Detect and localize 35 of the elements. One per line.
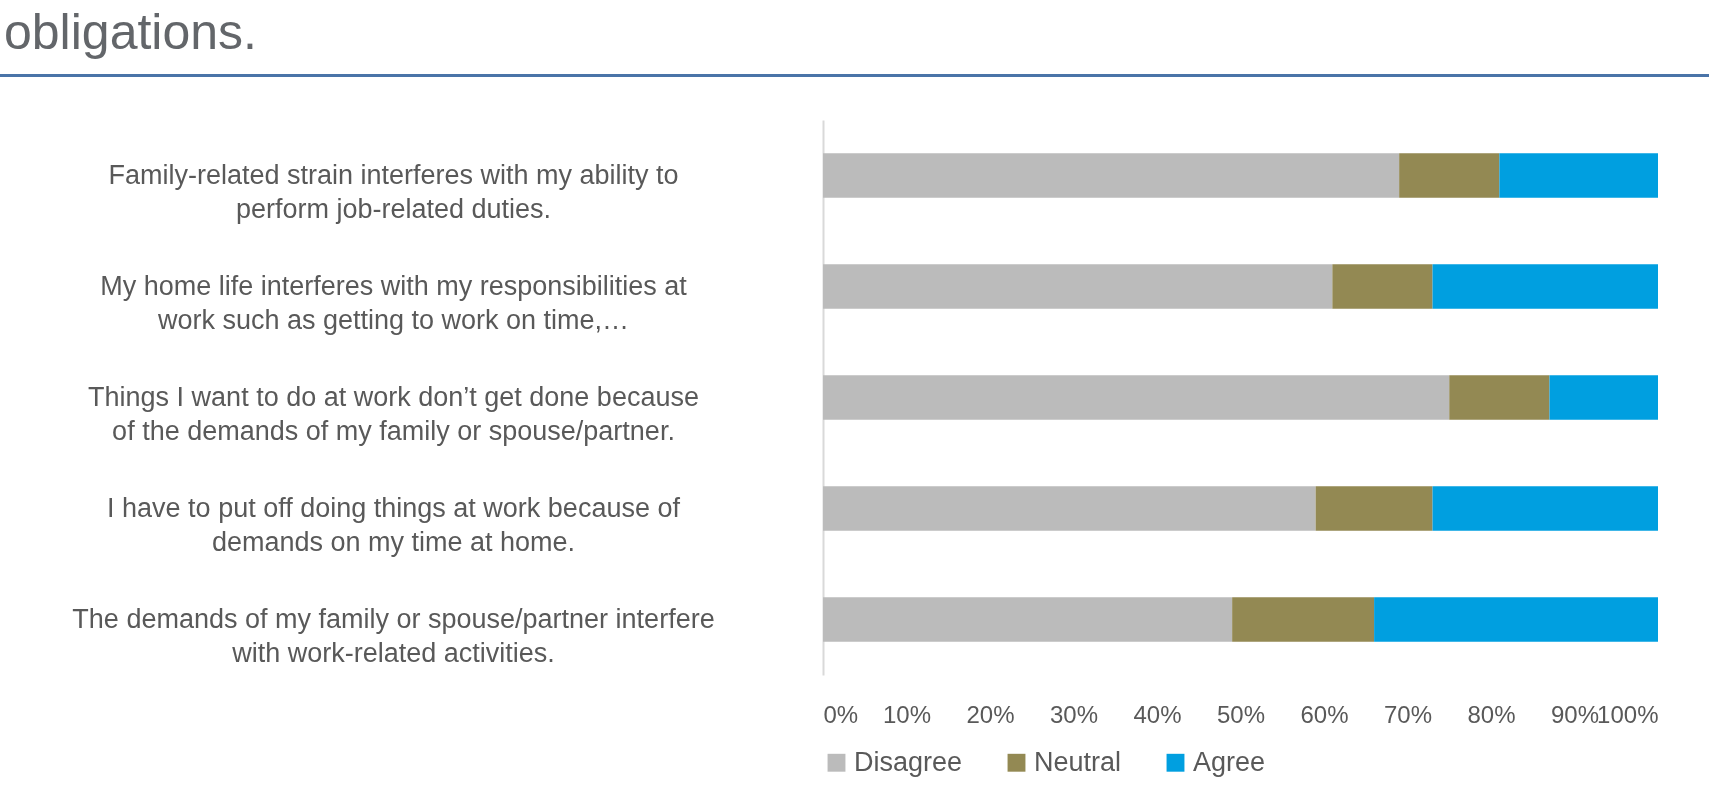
x-tick-label: 10% (882, 700, 932, 728)
bar (823, 375, 1450, 420)
legend-label: Disagree (854, 746, 963, 777)
x-tick-label: 70% (1383, 700, 1433, 728)
x-tick-label: 50% (1216, 700, 1266, 728)
bar (823, 264, 1333, 309)
y-tick-label: Things I want to do at work don’t get done because of the demands of my family or spouse/partner. (88, 381, 699, 446)
bar (1449, 375, 1550, 420)
bar (1232, 597, 1375, 642)
bar (1549, 375, 1658, 420)
y-tick-label: My home life interferes with my responsibilities at work such as getting to work on time,… (100, 270, 688, 335)
x-tick-label: 30% (1049, 700, 1099, 728)
x-tick-label: 60% (1300, 700, 1349, 728)
y-tick-label: Family-related strain interferes with my ability to perform job-related duties. (108, 159, 679, 224)
bar (823, 597, 1233, 642)
text: obligations. (4, 3, 257, 62)
bar (1399, 153, 1500, 198)
y-tick-label: The demands of my family or spouse/partner interfere with work-related activities. (72, 603, 715, 668)
x-tick-label: 100% (1597, 700, 1659, 728)
bar (1332, 264, 1433, 309)
bar (1432, 486, 1658, 531)
legend-label: Neutral (1034, 746, 1122, 777)
x-tick-label: 80% (1467, 700, 1516, 728)
y-tick-label: I have to put off doing things at work because of demands on my time at home. (107, 492, 681, 557)
bar (1315, 486, 1433, 531)
bar (1499, 153, 1658, 198)
x-tick-label: 40% (1133, 700, 1182, 728)
bar (1432, 264, 1658, 309)
bar (823, 486, 1316, 531)
bar (823, 153, 1400, 198)
bar (1374, 597, 1658, 642)
x-tick-label: 20% (966, 700, 1015, 728)
x-tick-label: 0% (823, 700, 859, 728)
x-tick-label: 90% (1550, 700, 1600, 728)
legend-label: Agree (1193, 746, 1266, 777)
